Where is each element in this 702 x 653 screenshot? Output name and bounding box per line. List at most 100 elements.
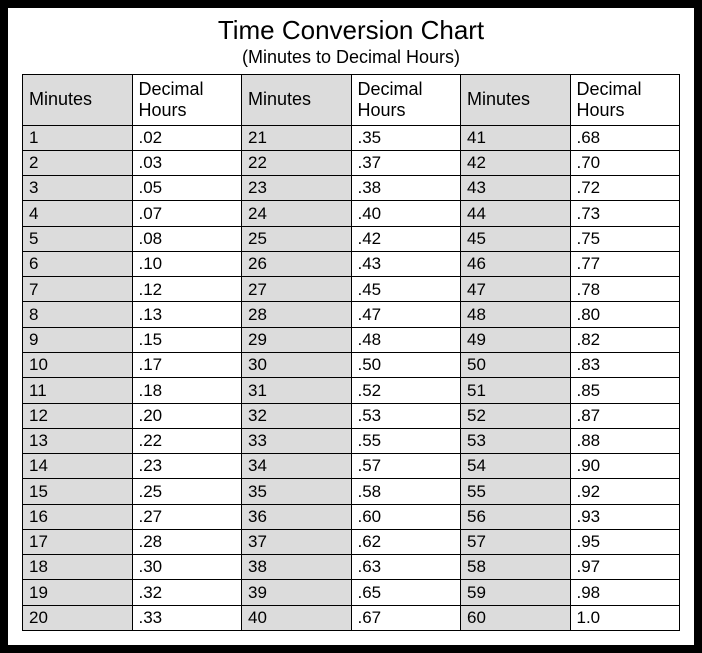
cell-decimal: .93	[570, 504, 680, 529]
cell-decimal: .03	[132, 150, 242, 175]
cell-decimal: .98	[570, 580, 680, 605]
cell-decimal: .47	[351, 302, 461, 327]
cell-minutes: 21	[242, 125, 352, 150]
table-row: 15.2535.5855.92	[23, 479, 680, 504]
cell-minutes: 50	[461, 352, 571, 377]
cell-minutes: 7	[23, 277, 133, 302]
cell-decimal: .75	[570, 226, 680, 251]
cell-decimal: .95	[570, 529, 680, 554]
cell-minutes: 55	[461, 479, 571, 504]
cell-minutes: 49	[461, 327, 571, 352]
cell-minutes: 18	[23, 555, 133, 580]
cell-decimal: .72	[570, 176, 680, 201]
cell-minutes: 27	[242, 277, 352, 302]
table-row: 12.2032.5352.87	[23, 403, 680, 428]
cell-decimal: .42	[351, 226, 461, 251]
cell-minutes: 13	[23, 428, 133, 453]
table-row: 14.2334.5754.90	[23, 454, 680, 479]
cell-decimal: .77	[570, 251, 680, 276]
cell-decimal: 1.0	[570, 605, 680, 630]
cell-decimal: .97	[570, 555, 680, 580]
table-row: 20.3340.67601.0	[23, 605, 680, 630]
cell-minutes: 28	[242, 302, 352, 327]
cell-minutes: 12	[23, 403, 133, 428]
cell-minutes: 30	[242, 352, 352, 377]
cell-minutes: 10	[23, 352, 133, 377]
cell-minutes: 41	[461, 125, 571, 150]
table-row: 16.2736.6056.93	[23, 504, 680, 529]
cell-decimal: .18	[132, 378, 242, 403]
cell-minutes: 45	[461, 226, 571, 251]
cell-minutes: 47	[461, 277, 571, 302]
table-row: 4.0724.4044.73	[23, 201, 680, 226]
cell-decimal: .25	[132, 479, 242, 504]
outer-frame: Time Conversion Chart (Minutes to Decima…	[0, 0, 702, 653]
cell-minutes: 15	[23, 479, 133, 504]
cell-minutes: 33	[242, 428, 352, 453]
cell-minutes: 44	[461, 201, 571, 226]
cell-decimal: .43	[351, 251, 461, 276]
cell-minutes: 31	[242, 378, 352, 403]
cell-minutes: 54	[461, 454, 571, 479]
cell-decimal: .85	[570, 378, 680, 403]
cell-decimal: .15	[132, 327, 242, 352]
cell-minutes: 1	[23, 125, 133, 150]
table-row: 19.3239.6559.98	[23, 580, 680, 605]
cell-decimal: .28	[132, 529, 242, 554]
cell-minutes: 29	[242, 327, 352, 352]
cell-minutes: 11	[23, 378, 133, 403]
cell-minutes: 20	[23, 605, 133, 630]
table-row: 5.0825.4245.75	[23, 226, 680, 251]
cell-decimal: .05	[132, 176, 242, 201]
cell-minutes: 39	[242, 580, 352, 605]
table-row: 8.1328.4748.80	[23, 302, 680, 327]
page-card: Time Conversion Chart (Minutes to Decima…	[8, 8, 694, 645]
col-header-decimal-1: Decimal Hours	[132, 74, 242, 125]
cell-decimal: .63	[351, 555, 461, 580]
cell-minutes: 34	[242, 454, 352, 479]
cell-decimal: .67	[351, 605, 461, 630]
cell-minutes: 53	[461, 428, 571, 453]
cell-decimal: .90	[570, 454, 680, 479]
col-header-decimal-3: Decimal Hours	[570, 74, 680, 125]
cell-decimal: .73	[570, 201, 680, 226]
cell-decimal: .88	[570, 428, 680, 453]
cell-minutes: 25	[242, 226, 352, 251]
page-subtitle: (Minutes to Decimal Hours)	[22, 47, 680, 68]
cell-minutes: 56	[461, 504, 571, 529]
cell-minutes: 43	[461, 176, 571, 201]
cell-minutes: 5	[23, 226, 133, 251]
cell-minutes: 3	[23, 176, 133, 201]
cell-minutes: 17	[23, 529, 133, 554]
table-row: 7.1227.4547.78	[23, 277, 680, 302]
cell-decimal: .60	[351, 504, 461, 529]
page-title: Time Conversion Chart	[22, 16, 680, 45]
title-block: Time Conversion Chart (Minutes to Decima…	[22, 16, 680, 68]
cell-minutes: 4	[23, 201, 133, 226]
cell-decimal: .20	[132, 403, 242, 428]
cell-decimal: .37	[351, 150, 461, 175]
cell-decimal: .45	[351, 277, 461, 302]
cell-decimal: .35	[351, 125, 461, 150]
cell-minutes: 8	[23, 302, 133, 327]
table-row: 10.1730.5050.83	[23, 352, 680, 377]
cell-decimal: .30	[132, 555, 242, 580]
cell-minutes: 57	[461, 529, 571, 554]
cell-decimal: .65	[351, 580, 461, 605]
cell-decimal: .38	[351, 176, 461, 201]
cell-decimal: .83	[570, 352, 680, 377]
cell-minutes: 52	[461, 403, 571, 428]
cell-decimal: .07	[132, 201, 242, 226]
cell-decimal: .10	[132, 251, 242, 276]
cell-minutes: 48	[461, 302, 571, 327]
table-row: 18.3038.6358.97	[23, 555, 680, 580]
cell-decimal: .48	[351, 327, 461, 352]
cell-minutes: 37	[242, 529, 352, 554]
table-row: 9.1529.4849.82	[23, 327, 680, 352]
header-row: Minutes Decimal Hours Minutes Decimal Ho…	[23, 74, 680, 125]
cell-decimal: .02	[132, 125, 242, 150]
cell-minutes: 42	[461, 150, 571, 175]
cell-minutes: 58	[461, 555, 571, 580]
cell-decimal: .40	[351, 201, 461, 226]
table-row: 2.0322.3742.70	[23, 150, 680, 175]
